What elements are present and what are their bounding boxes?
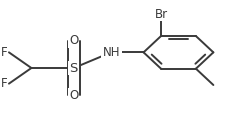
Text: NH: NH: [101, 46, 121, 59]
Text: S: S: [70, 61, 78, 75]
Text: O: O: [69, 89, 78, 102]
Text: F: F: [1, 77, 8, 90]
Text: NH: NH: [102, 46, 120, 59]
Text: F: F: [1, 46, 8, 59]
Text: O: O: [69, 34, 79, 47]
Text: O: O: [69, 34, 78, 47]
Text: O: O: [69, 89, 79, 102]
Text: Br: Br: [154, 8, 168, 21]
Text: S: S: [69, 61, 79, 75]
